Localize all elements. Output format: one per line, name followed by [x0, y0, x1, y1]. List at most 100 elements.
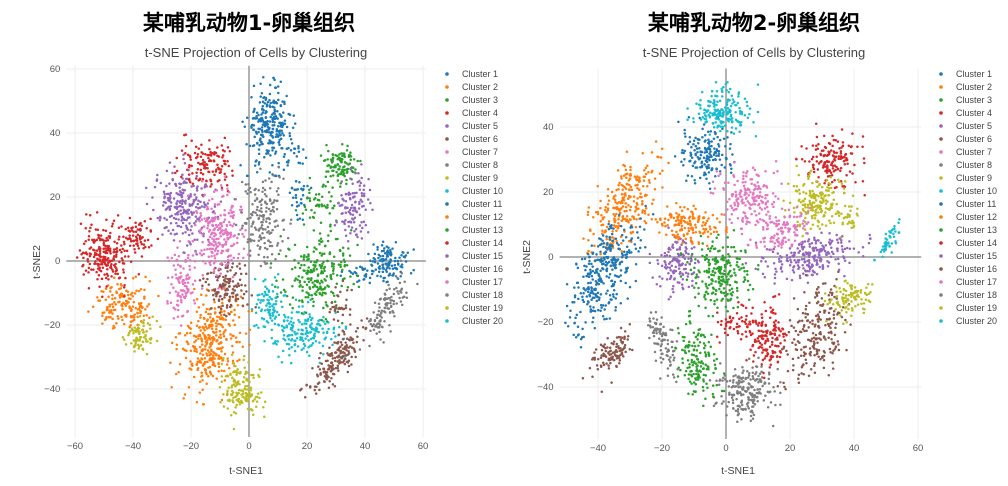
legend-item[interactable]: Cluster 20	[445, 316, 503, 326]
data-point	[295, 337, 299, 340]
data-point	[195, 174, 199, 178]
data-point	[216, 146, 219, 149]
data-point	[350, 203, 354, 207]
data-point	[722, 137, 726, 141]
data-point	[206, 318, 209, 321]
data-point	[325, 170, 328, 173]
legend-item[interactable]: Cluster 16	[445, 264, 503, 274]
data-point	[280, 361, 284, 364]
data-point	[121, 247, 124, 251]
data-point	[294, 193, 298, 197]
data-point	[208, 247, 211, 251]
data-point	[252, 144, 256, 147]
data-point	[227, 322, 231, 326]
data-point	[693, 261, 697, 265]
legend-item[interactable]: Cluster 17	[445, 277, 503, 287]
data-point	[280, 324, 284, 328]
legend-item[interactable]: Cluster 3	[445, 95, 498, 105]
data-point	[760, 376, 764, 379]
legend-item[interactable]: Cluster 11	[445, 199, 502, 209]
data-point	[309, 186, 313, 190]
series-cluster-12	[87, 275, 160, 330]
data-point	[248, 249, 252, 252]
legend-item[interactable]: Cluster 6	[445, 134, 498, 144]
data-point	[231, 295, 235, 298]
data-point	[178, 362, 182, 366]
data-point	[199, 352, 202, 355]
legend-item[interactable]: Cluster 9	[445, 173, 498, 183]
series-cluster-9	[218, 353, 267, 431]
y-tick-label: −40	[44, 384, 60, 395]
legend-item[interactable]: Cluster 7	[445, 147, 498, 157]
legend-item[interactable]: Cluster 8	[445, 160, 498, 170]
data-point	[324, 322, 327, 326]
data-point	[387, 307, 391, 311]
data-point	[708, 140, 711, 144]
data-point	[186, 310, 189, 314]
data-point	[210, 342, 213, 346]
legend-item[interactable]: Cluster 13	[445, 225, 503, 235]
data-point	[208, 139, 211, 142]
data-point	[168, 197, 172, 200]
data-point	[710, 273, 713, 277]
data-point	[169, 204, 172, 208]
legend-item[interactable]: Cluster 4	[445, 108, 498, 118]
legend-item[interactable]: Cluster 10	[445, 186, 503, 196]
data-point	[206, 349, 210, 352]
data-point	[647, 213, 650, 216]
data-point	[269, 154, 272, 157]
data-point	[260, 140, 263, 144]
data-point	[241, 224, 244, 227]
data-point	[727, 181, 730, 185]
data-point	[394, 266, 398, 270]
data-point	[831, 167, 835, 170]
data-point	[242, 256, 245, 260]
data-point	[240, 283, 243, 287]
data-point	[178, 190, 182, 193]
data-point	[611, 230, 614, 233]
legend-item[interactable]: Cluster 12	[445, 212, 503, 222]
data-point	[220, 144, 224, 147]
data-point	[681, 255, 685, 259]
data-point	[179, 295, 183, 299]
data-point	[144, 337, 148, 341]
data-point	[606, 187, 610, 191]
data-point	[113, 276, 116, 280]
legend-item[interactable]: Cluster 15	[445, 251, 503, 261]
data-point	[128, 244, 132, 247]
data-point	[235, 373, 238, 376]
data-point	[354, 355, 357, 359]
legend-item[interactable]: Cluster 5	[445, 121, 498, 131]
data-point	[346, 370, 350, 374]
legend-item[interactable]: Cluster 1	[445, 69, 498, 79]
data-point	[711, 158, 715, 162]
legend-item[interactable]: Cluster 2	[445, 82, 498, 92]
x-tick-label: −20	[654, 443, 670, 454]
data-point	[190, 164, 193, 168]
data-point	[176, 294, 179, 298]
data-point	[244, 391, 248, 395]
data-point	[366, 231, 370, 234]
data-point	[777, 222, 781, 226]
data-point	[746, 216, 749, 220]
data-point	[225, 263, 228, 267]
data-point	[116, 282, 119, 286]
legend-item[interactable]: Cluster 19	[445, 303, 503, 313]
data-point	[389, 299, 392, 302]
data-point	[223, 162, 226, 165]
data-point	[343, 362, 347, 366]
data-point	[612, 340, 616, 343]
data-point	[261, 292, 264, 296]
data-point	[270, 130, 273, 134]
legend-item[interactable]: Cluster 14	[445, 238, 503, 248]
data-point	[208, 365, 212, 369]
data-point	[361, 226, 364, 230]
data-point	[219, 272, 222, 275]
legend-item[interactable]: Cluster 18	[445, 290, 503, 300]
data-point	[260, 142, 263, 146]
data-point	[255, 115, 258, 118]
data-point	[765, 184, 768, 188]
data-point	[250, 309, 254, 313]
data-point	[273, 101, 276, 105]
data-point	[253, 277, 257, 281]
